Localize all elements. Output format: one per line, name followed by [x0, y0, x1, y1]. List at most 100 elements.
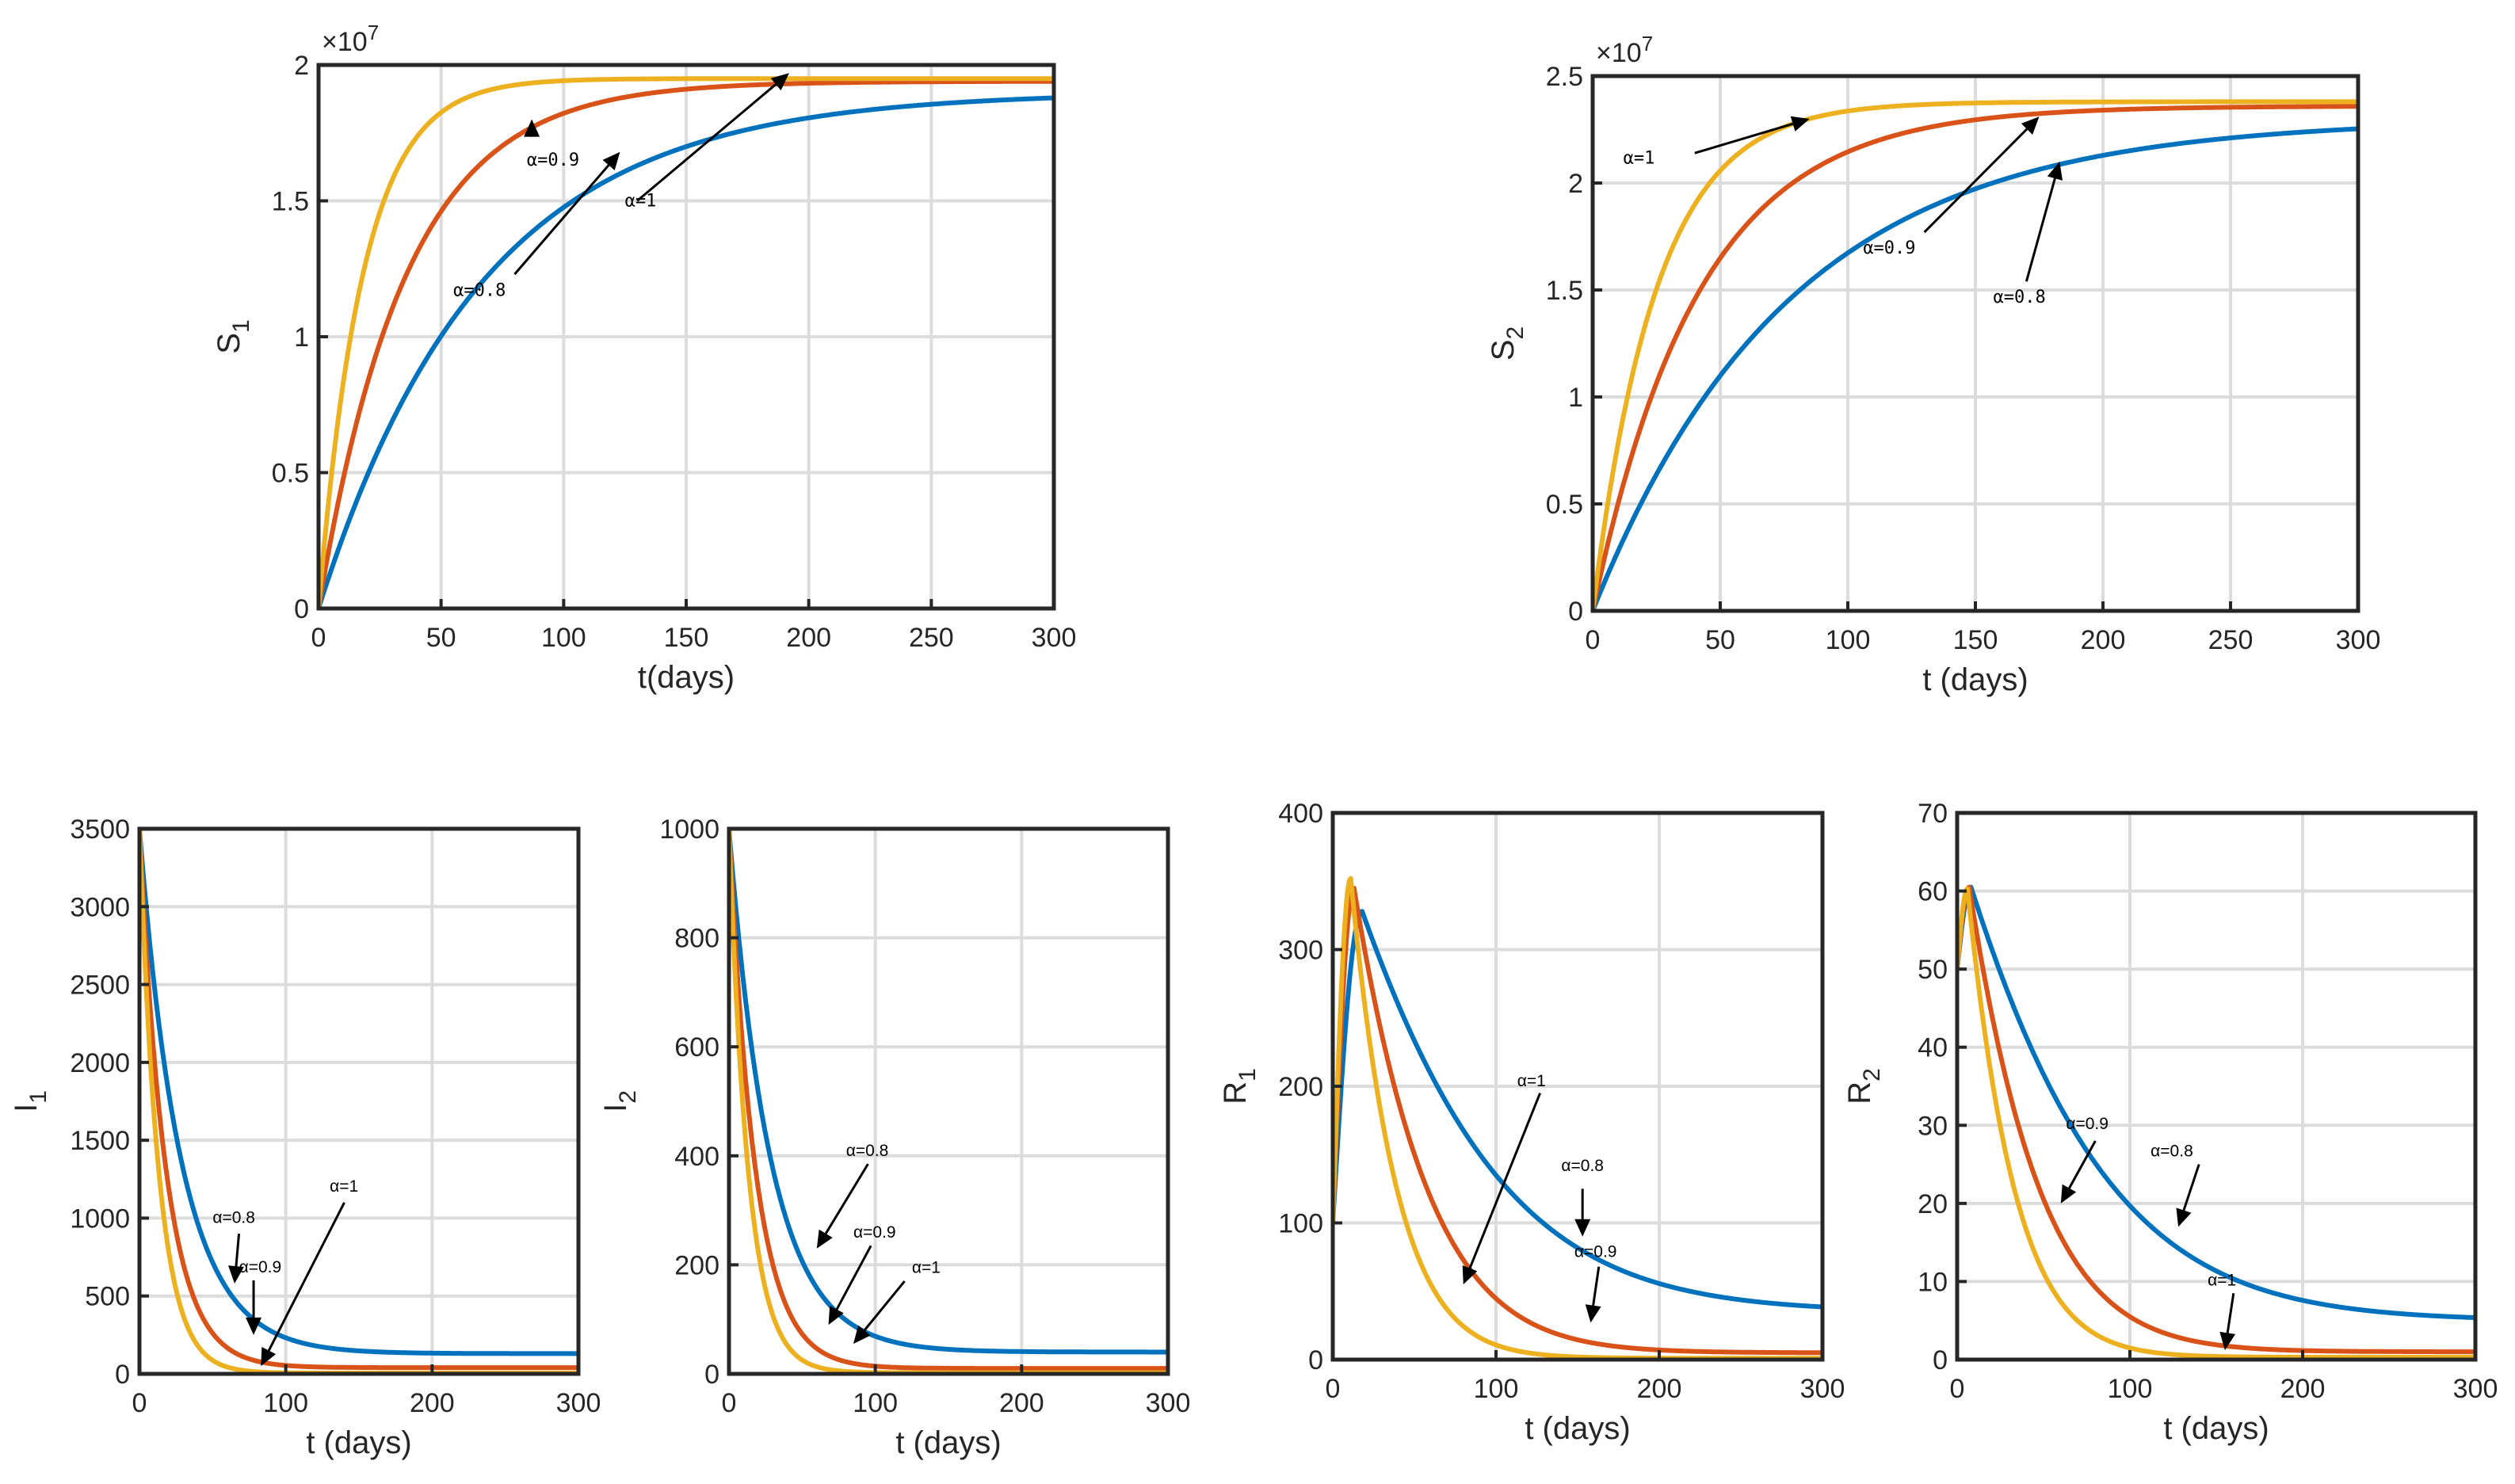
- y-tick-label: 3500: [70, 814, 130, 845]
- annotation-label: α=0.8: [212, 1208, 255, 1226]
- annotation-arrow: [1592, 1266, 1601, 1306]
- chart-S1: 0 50 100 150 200 250 300 0 0.5 1 1.5 2 ×107 t(days) S1…: [212, 21, 1076, 695]
- annotation-arrowhead: [2060, 1184, 2077, 1204]
- annotation-arrow: [835, 1245, 872, 1310]
- y-tick-label: 400: [1278, 799, 1323, 829]
- y-tick-label: 3000: [70, 892, 130, 922]
- y-tick-label: 600: [674, 1032, 719, 1062]
- x-tick-label: 100: [853, 1388, 898, 1418]
- x-tick-label: 250: [2208, 625, 2254, 655]
- annotation-arrowhead: [524, 119, 540, 137]
- x-tick-label: 200: [410, 1388, 455, 1418]
- annotation-arrowhead: [261, 1347, 277, 1367]
- y-tick-label: 50: [1918, 955, 1948, 985]
- x-tick-label: 100: [1474, 1374, 1519, 1404]
- y-axis-label: R2: [1842, 1068, 1885, 1104]
- y-tick-label: 1: [1568, 383, 1583, 413]
- plot-area: [139, 829, 578, 1374]
- annotation-arrow: [235, 1233, 241, 1267]
- y-tick-label: 10: [1918, 1267, 1948, 1297]
- annotation-arrowhead: [2176, 1207, 2192, 1227]
- annotation-arrow: [636, 83, 777, 202]
- y-tick-label: 0: [115, 1360, 130, 1390]
- x-axis-label: t (days): [2163, 1411, 2269, 1446]
- annotation-label: α=0.9: [239, 1258, 282, 1276]
- annotation-label: α=1: [1517, 1072, 1546, 1090]
- y-axis-label: R1: [1218, 1068, 1261, 1104]
- annotation-label: α=0.8: [1994, 288, 2046, 307]
- chart-I2: 0 100 200 300 0 200 400 600 800 1000 t (days) I2 α=0…: [598, 814, 1190, 1460]
- annotation-arrowhead: [1462, 1265, 1478, 1285]
- x-tick-label: 100: [263, 1388, 308, 1418]
- annotation-arrowhead: [2021, 116, 2040, 135]
- x-tick-label: 200: [2081, 625, 2126, 655]
- x-tick-label: 0: [1950, 1374, 1965, 1404]
- series-line-08: [319, 95, 1054, 608]
- series-line-09: [1957, 884, 2475, 1355]
- y-tick-label: 2.5: [1546, 62, 1583, 92]
- chart-S2: 0 50 100 150 200 250 300 0 0.5 1 1.5 2 2.5 ×107 t (day…: [1486, 32, 2380, 697]
- annotation-arrowhead: [1585, 1304, 1601, 1323]
- y-tick-label: 2000: [70, 1048, 130, 1078]
- y-tick-label: 20: [1918, 1189, 1948, 1219]
- annotation-label: α=0.9: [1863, 238, 1915, 258]
- x-tick-label: 300: [1146, 1388, 1191, 1418]
- annotation-label: α=0.9: [1574, 1243, 1617, 1261]
- axes-frame: [1955, 811, 2478, 1362]
- series-line-1: [1957, 886, 2475, 1360]
- y-tick-label: 2: [294, 51, 309, 81]
- annotation-arrow: [824, 1163, 869, 1234]
- annotation-label: α=1: [330, 1177, 358, 1196]
- x-tick-label: 0: [132, 1388, 147, 1418]
- y-tick-label: 200: [1278, 1072, 1323, 1102]
- y-tick-label: 0.5: [272, 459, 309, 489]
- x-tick-label: 50: [1705, 625, 1735, 655]
- annotation-arrow: [2182, 1164, 2200, 1211]
- x-axis-label: t (days): [895, 1425, 1001, 1460]
- x-tick-label: 150: [664, 623, 709, 653]
- annotation-arrow: [2025, 177, 2056, 282]
- x-tick-label: 0: [311, 623, 326, 653]
- x-tick-label: 100: [1826, 625, 1871, 655]
- y-tick-label: 800: [674, 924, 719, 954]
- series-line-08: [1593, 126, 2358, 611]
- annotation-label: α=0.9: [853, 1223, 896, 1242]
- series-line-09: [139, 829, 578, 1371]
- x-tick-label: 150: [1953, 625, 1998, 655]
- y-tick-label: 40: [1918, 1033, 1948, 1063]
- annotation-label: α=0.8: [1561, 1157, 1604, 1175]
- x-tick-label: 300: [2453, 1374, 2498, 1404]
- annotation-arrow: [1923, 128, 2028, 234]
- annotation-arrow: [1468, 1093, 1542, 1269]
- y-tick-label: 60: [1918, 877, 1948, 907]
- series-line-08: [139, 829, 578, 1356]
- x-tick-label: 200: [786, 623, 831, 653]
- y-axis-label: I1: [9, 1090, 52, 1112]
- y-axis-label: S2: [1486, 326, 1528, 361]
- plot-area: [729, 829, 1168, 1374]
- annotation-arrowhead: [828, 1305, 844, 1326]
- y-tick-label: 1.5: [1546, 276, 1583, 306]
- x-tick-label: 50: [426, 623, 456, 653]
- annotation-arrowhead: [2047, 162, 2063, 181]
- exponent-label: ×107: [322, 21, 379, 57]
- series-line-1: [1593, 99, 2358, 611]
- series-line-1: [319, 76, 1054, 608]
- x-tick-label: 250: [909, 623, 954, 653]
- exponent-label: ×107: [1596, 32, 1653, 68]
- annotation-arrowhead: [1574, 1219, 1591, 1237]
- y-tick-label: 1.5: [272, 187, 309, 217]
- annotation-arrow: [863, 1280, 906, 1332]
- y-tick-label: 500: [85, 1282, 130, 1312]
- annotation-arrowhead: [816, 1229, 833, 1249]
- series-line-08: [1957, 884, 2475, 1320]
- annotation-label: α=1: [625, 191, 657, 211]
- x-axis-label: t(days): [638, 660, 735, 695]
- annotation-label: α=0.8: [846, 1142, 889, 1160]
- annotation-arrowhead: [770, 73, 789, 91]
- x-tick-label: 300: [2336, 625, 2381, 655]
- x-tick-label: 0: [1586, 625, 1601, 655]
- y-tick-label: 200: [674, 1250, 719, 1280]
- x-tick-label: 200: [1637, 1374, 1682, 1404]
